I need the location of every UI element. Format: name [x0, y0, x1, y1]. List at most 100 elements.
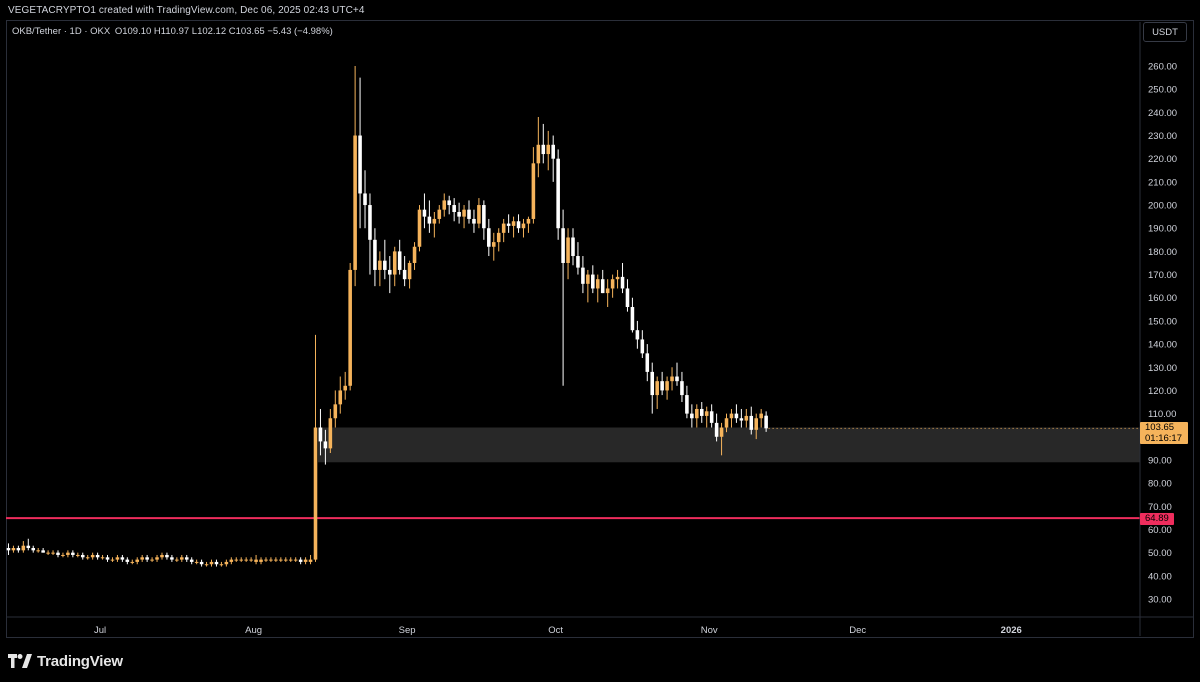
- candle: [561, 209, 565, 386]
- candle: [675, 362, 679, 386]
- candle-body: [392, 251, 397, 275]
- candle-body: [229, 559, 234, 562]
- candle: [184, 554, 189, 562]
- symbol-label: OKB/Tether · 1D · OKX: [12, 26, 111, 37]
- candle: [239, 557, 244, 562]
- candle-body: [501, 223, 506, 233]
- y-tick-label: 260.00: [1148, 62, 1177, 73]
- candle: [586, 269, 590, 303]
- candle-body: [323, 441, 328, 449]
- candle-body: [496, 232, 501, 243]
- candle-body: [610, 279, 615, 289]
- candle-body: [704, 411, 709, 416]
- candle: [605, 279, 610, 308]
- candle: [323, 429, 328, 465]
- candle-body: [556, 158, 560, 229]
- candle: [180, 554, 184, 562]
- candle-body: [259, 559, 263, 562]
- candle-body: [714, 422, 719, 437]
- candle-body: [600, 279, 605, 294]
- candle: [61, 552, 65, 558]
- candle: [303, 557, 308, 565]
- candle: [264, 557, 268, 562]
- candle: [660, 371, 664, 396]
- candle: [26, 538, 31, 551]
- candle-body: [472, 218, 476, 224]
- candle-body: [298, 559, 303, 562]
- candle-body: [21, 545, 26, 551]
- y-tick-label: 170.00: [1148, 270, 1177, 281]
- candle: [194, 559, 199, 565]
- candle-body: [571, 237, 575, 257]
- candle-body: [239, 559, 244, 561]
- candle-body: [189, 559, 194, 562]
- candle-body: [36, 550, 40, 552]
- candle-body: [199, 561, 204, 565]
- chart-pane[interactable]: [6, 20, 1194, 638]
- candle: [160, 552, 164, 560]
- candle-body: [130, 561, 135, 563]
- candle: [625, 279, 630, 312]
- candle-body: [417, 209, 422, 247]
- candle: [373, 228, 377, 287]
- candle-body: [432, 218, 437, 224]
- candle-body: [293, 559, 298, 561]
- candle: [581, 256, 585, 294]
- candle-body: [645, 353, 650, 372]
- candle: [41, 548, 45, 553]
- y-tick-label: 190.00: [1148, 224, 1177, 235]
- candle-body: [254, 559, 258, 562]
- candle-body: [6, 548, 11, 551]
- candle: [328, 408, 333, 454]
- candle-body: [194, 561, 199, 563]
- candle-body: [279, 559, 283, 561]
- candle-body: [234, 559, 239, 561]
- candle: [591, 265, 595, 294]
- candle-body: [719, 427, 724, 437]
- currency-selector[interactable]: USDT: [1143, 22, 1187, 42]
- candle-body: [561, 228, 565, 263]
- candle-body: [31, 548, 36, 551]
- candle: [249, 557, 253, 562]
- candle-body: [729, 413, 734, 419]
- candle-body: [219, 564, 224, 566]
- y-tick-label: 70.00: [1148, 502, 1172, 513]
- candle-body: [378, 260, 382, 270]
- candle-body: [353, 135, 357, 270]
- candle-body: [595, 279, 600, 289]
- candle: [491, 232, 496, 261]
- candle-body: [51, 552, 55, 554]
- candle: [16, 545, 21, 553]
- candle-body: [26, 545, 31, 549]
- candle: [685, 385, 689, 419]
- candle-body: [759, 413, 763, 419]
- candle-body: [526, 218, 531, 224]
- candle-body: [56, 552, 60, 555]
- candle: [155, 554, 159, 562]
- candle-body: [120, 557, 125, 560]
- ohlc-values: O109.10 H110.97 L102.12 C103.65 −5.43 (−…: [114, 26, 333, 37]
- candle-body: [90, 554, 95, 558]
- candle-body: [383, 260, 387, 270]
- candle: [695, 404, 699, 428]
- candle-body: [734, 413, 739, 419]
- candle: [135, 557, 140, 565]
- candle: [571, 228, 575, 266]
- candle-body: [244, 559, 248, 561]
- candle: [224, 559, 229, 567]
- tradingview-logo[interactable]: TradingView: [8, 652, 123, 670]
- candle-body: [615, 276, 620, 280]
- candle: [739, 408, 744, 428]
- last-price-value: 103.65: [1145, 422, 1175, 433]
- candle: [729, 408, 734, 428]
- candle: [432, 211, 437, 238]
- candle-body: [531, 163, 536, 219]
- candle: [635, 320, 640, 349]
- candle: [343, 371, 347, 400]
- candle-body: [566, 237, 570, 263]
- candle-body: [224, 561, 229, 565]
- candle-body: [551, 144, 555, 159]
- candle: [551, 135, 555, 182]
- tradingview-wordmark: TradingView: [37, 652, 123, 670]
